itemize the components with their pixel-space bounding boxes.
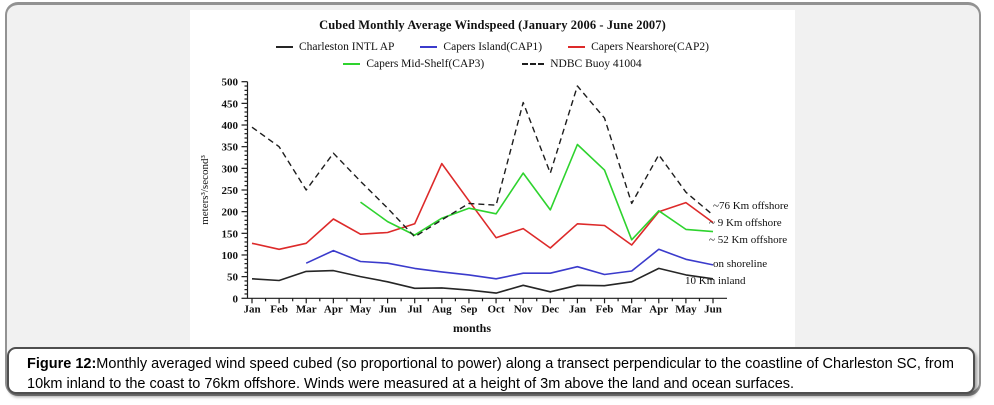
legend-label: Capers Mid-Shelf(CAP3)	[366, 58, 485, 70]
x-tick-label: Jul	[407, 304, 422, 316]
y-tick-label: 300	[222, 163, 239, 175]
legend-item-capers-nearshore-cap2-: Capers Nearshore(CAP2)	[568, 41, 709, 53]
legend-marker-icon	[522, 63, 545, 65]
annotation--52-km-offshore: ~ 52 Km offshore	[709, 234, 788, 246]
y-tick-label: 350	[222, 142, 239, 154]
y-tick-label: 50	[227, 272, 239, 284]
x-tick-label: Mar	[296, 304, 317, 316]
legend-item-capers-mid-shelf-cap3-: Capers Mid-Shelf(CAP3)	[343, 58, 484, 70]
legend-label: Capers Nearshore(CAP2)	[591, 41, 709, 53]
legend-label: NDBC Buoy 41004	[550, 58, 642, 70]
chart-title: Cubed Monthly Average Windspeed (January…	[319, 18, 666, 32]
y-tick-label: 250	[222, 185, 239, 197]
x-tick-label: Apr	[324, 304, 343, 316]
legend-marker-icon	[420, 46, 438, 48]
y-tick-label: 200	[222, 207, 239, 219]
x-tick-label: May	[350, 304, 372, 316]
annotation-on-shoreline: on shoreline	[713, 257, 768, 270]
x-tick-label: Aug	[432, 304, 452, 316]
plot-area: 0 50 100 150 200 250 300 350 400 450 500 Jan Feb Mar A…	[222, 77, 727, 316]
caption-text: Monthly averaged wind speed cubed (so pr…	[27, 356, 954, 392]
y-tick-label: 100	[222, 250, 239, 262]
x-tick-label: Nov	[514, 304, 533, 316]
legend-marker-icon	[343, 63, 361, 65]
x-tick-label: Jun	[704, 304, 722, 316]
x-tick-label: Jan	[243, 304, 260, 316]
y-tick-label: 450	[222, 98, 239, 110]
legend-item-ndbc-buoy-41004: NDBC Buoy 41004	[522, 58, 642, 70]
x-axis-label: months	[452, 321, 491, 335]
x-tick-label: Mar	[621, 304, 642, 316]
x-tick-label: Feb	[596, 304, 614, 316]
x-tick-label: Dec	[541, 304, 559, 316]
x-tick-label: May	[675, 304, 697, 316]
x-tick-label: Jun	[379, 304, 397, 316]
x-tick-label: Feb	[270, 304, 288, 316]
y-tick-label: 500	[222, 77, 239, 89]
legend-item-capers-island-cap1-: Capers Island(CAP1)	[420, 41, 542, 53]
series-line-capers-nearshore-cap2-	[251, 162, 714, 251]
legend-row-2: Capers Mid-Shelf(CAP3) NDBC Buoy 41004	[190, 58, 795, 70]
x-tick-label: Jan	[569, 304, 586, 316]
x-tick-label: Apr	[649, 304, 668, 316]
legend-marker-icon	[276, 46, 294, 48]
legend-label: Capers Island(CAP1)	[443, 41, 543, 53]
annotation--9-km-offshore: ~ 9 Km offshore	[709, 216, 782, 229]
annotation--76-km-offshore: ~76 Km offshore	[713, 200, 789, 212]
y-tick-label: 400	[222, 120, 239, 132]
series-line-capers-mid-shelf-cap3-	[360, 143, 714, 241]
legend-label: Charleston INTL AP	[299, 41, 395, 53]
chart-panel: Cubed Monthly Average Windspeed (January…	[190, 10, 795, 347]
series-line-capers-island-cap1-	[305, 248, 714, 280]
legend-row-1: Charleston INTL AP Capers Island(CAP1) Cap…	[190, 41, 795, 53]
annotation-10-km-inland: 10 Km inland	[685, 274, 746, 287]
x-tick-label: Sep	[460, 304, 477, 316]
y-tick-label: 150	[222, 228, 239, 240]
legend-marker-icon	[568, 46, 586, 48]
y-tick-label: 0	[233, 293, 239, 305]
x-tick-label: Oct	[488, 304, 505, 316]
legend-item-charleston-intl-ap: Charleston INTL AP	[276, 41, 394, 53]
figure-number: Figure 12:	[27, 356, 97, 372]
figure-caption: Figure 12:Monthly averaged wind speed cu…	[7, 347, 975, 394]
series-line-ndbc-buoy-41004	[251, 85, 714, 238]
series-line-charleston-intl-ap	[251, 267, 714, 294]
